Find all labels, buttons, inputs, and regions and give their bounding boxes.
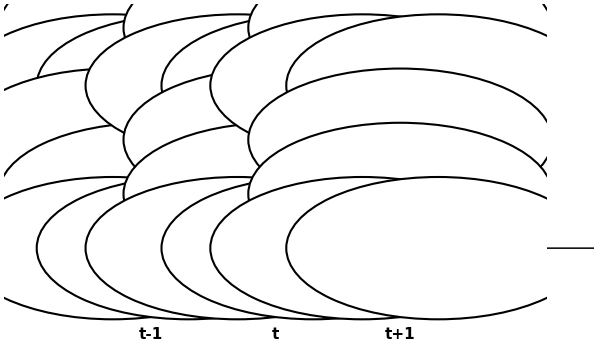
Text: ...: ... xyxy=(501,157,527,177)
Ellipse shape xyxy=(210,14,514,157)
Text: t: t xyxy=(271,327,279,342)
Ellipse shape xyxy=(124,123,427,265)
Ellipse shape xyxy=(162,177,465,319)
Ellipse shape xyxy=(210,177,514,319)
Ellipse shape xyxy=(124,69,427,211)
Ellipse shape xyxy=(248,123,552,265)
Ellipse shape xyxy=(37,177,340,319)
Ellipse shape xyxy=(86,14,389,157)
Text: t+1: t+1 xyxy=(385,327,416,342)
Text: ...: ... xyxy=(24,157,49,177)
Ellipse shape xyxy=(0,69,264,211)
Ellipse shape xyxy=(0,14,264,157)
Ellipse shape xyxy=(0,0,302,99)
Ellipse shape xyxy=(286,177,590,319)
Ellipse shape xyxy=(86,177,389,319)
Ellipse shape xyxy=(162,14,465,157)
Ellipse shape xyxy=(0,123,302,265)
Ellipse shape xyxy=(0,177,264,319)
Ellipse shape xyxy=(286,14,590,157)
Ellipse shape xyxy=(248,69,552,211)
Text: t-1: t-1 xyxy=(138,327,163,342)
Ellipse shape xyxy=(37,14,340,157)
Ellipse shape xyxy=(248,0,552,99)
Ellipse shape xyxy=(124,0,427,99)
